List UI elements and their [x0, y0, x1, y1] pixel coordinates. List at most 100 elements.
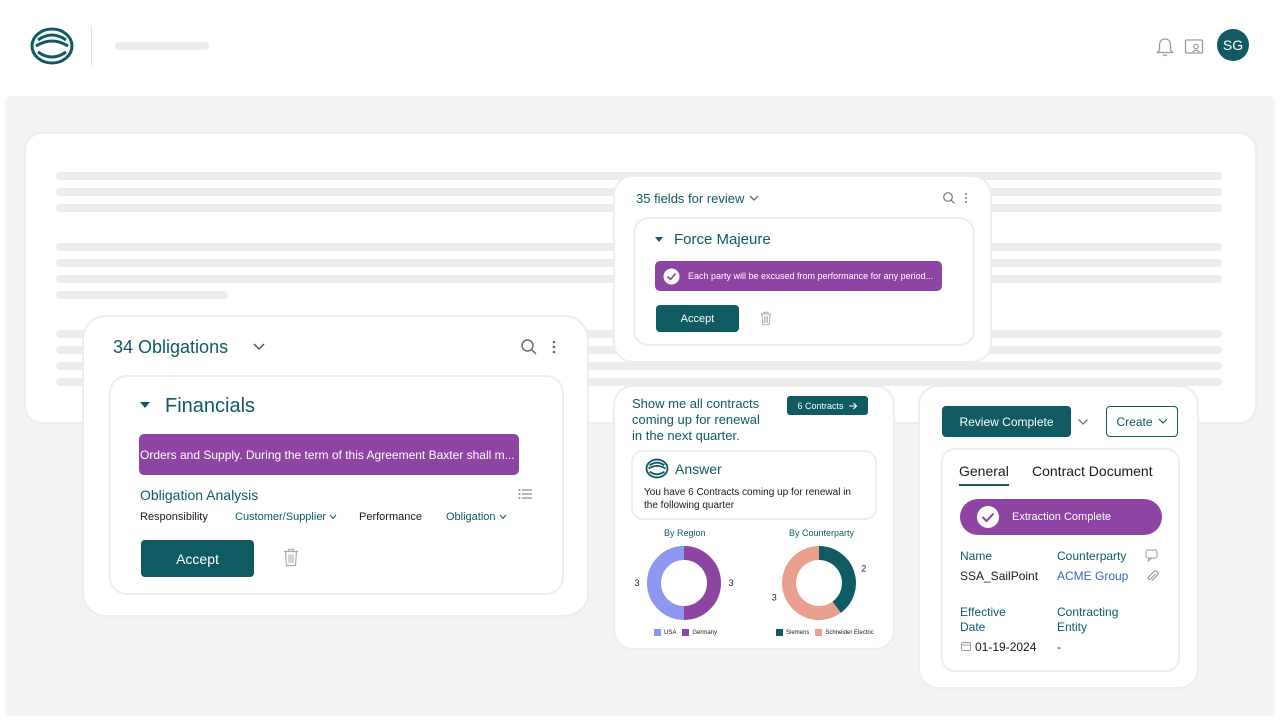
donut-slice-usa	[647, 546, 685, 620]
donut-slice-siemens	[818, 546, 856, 613]
legend-label: Schneider Electric	[825, 629, 874, 636]
trash-icon[interactable]	[760, 311, 772, 326]
accept-button[interactable]: Accept	[141, 540, 254, 577]
more-vertical-icon[interactable]	[551, 339, 557, 355]
calendar-icon[interactable]	[961, 641, 971, 651]
caret-down-icon[interactable]	[139, 401, 151, 409]
force-majeure-section: Force Majeure Each party will be excused…	[633, 217, 975, 346]
review-title: 35 fields for review	[636, 191, 745, 206]
status-text: Extraction Complete	[1012, 511, 1112, 523]
title-placeholder	[115, 42, 209, 50]
chevron-down-icon[interactable]	[749, 195, 759, 202]
answer-text: You have 6 Contracts coming up for renew…	[644, 487, 851, 511]
data-label: 3	[772, 593, 777, 603]
answer-title: Answer	[675, 461, 722, 477]
search-icon[interactable]	[942, 191, 956, 205]
counterparty-link[interactable]: ACME Group	[1057, 569, 1129, 583]
caret-down-icon[interactable]	[654, 236, 664, 243]
data-label: 3	[635, 578, 640, 588]
contracting-entity-value: -	[1057, 640, 1061, 654]
donut-slice-schneider-electric	[782, 546, 841, 620]
responsibility-select[interactable]: Customer/Supplier	[235, 511, 337, 523]
chevron-down-icon[interactable]	[252, 342, 266, 352]
contracting-entity-label: Contracting Entity	[1057, 605, 1119, 634]
legend-label: Germany	[692, 629, 718, 636]
legend-label: USA	[664, 629, 677, 636]
contracts-button[interactable]: 6 Contracts	[787, 396, 868, 415]
effective-date-value: 01-19-2024	[975, 640, 1037, 654]
name-label: Name	[960, 549, 993, 563]
excerpt-text: Orders and Supply. During the term of th…	[140, 447, 515, 462]
check-circle-icon	[663, 268, 680, 284]
accept-label: Accept	[680, 312, 715, 325]
legend-swatch	[654, 629, 661, 636]
performance-value: Obligation	[446, 511, 496, 523]
performance-label: Performance	[359, 511, 422, 523]
obligations-card: 34 Obligations Financials Orders and Sup…	[82, 315, 589, 617]
responsibility-label: Responsibility	[140, 511, 208, 523]
excerpt-bar[interactable]: Orders and Supply. During the term of th…	[139, 434, 519, 475]
effective-date-label: Effective Date	[960, 605, 1006, 634]
arrow-right-icon	[848, 402, 857, 409]
obligations-title: 34 Obligations	[113, 337, 229, 357]
contracts-label: 6 Contracts	[797, 400, 844, 411]
legend-swatch	[815, 629, 823, 636]
chart-title: By Counterparty	[789, 528, 855, 538]
counterparty-label: Counterparty	[1057, 549, 1127, 563]
query-question: Show me all contracts coming up for rene…	[632, 396, 760, 443]
doc-line	[56, 378, 1222, 386]
avatar-initials: SG	[1222, 37, 1244, 53]
legend-swatch	[682, 629, 690, 636]
legend-swatch	[776, 629, 783, 636]
tab-general[interactable]: General	[959, 463, 1009, 479]
excerpt-bar[interactable]: Each party will be excused from performa…	[655, 261, 942, 291]
accept-button[interactable]: Accept	[656, 305, 739, 332]
excerpt-text: Each party will be excused from performa…	[688, 271, 934, 281]
chevron-down-icon	[1158, 418, 1167, 424]
create-button[interactable]: Create	[1106, 406, 1178, 437]
section-title: Force Majeure	[674, 231, 771, 248]
comment-icon[interactable]	[1145, 549, 1160, 562]
header-divider	[91, 26, 92, 66]
tab-indicator	[959, 484, 1009, 486]
answer-panel: Answer You have 6 Contracts coming up fo…	[631, 450, 877, 520]
performance-select[interactable]: Obligation	[446, 511, 507, 523]
legend-label: Siemens	[786, 629, 810, 636]
attachment-icon[interactable]	[1146, 570, 1159, 583]
screen-share-icon[interactable]	[1184, 38, 1204, 56]
logo-icon	[30, 27, 74, 65]
chart-title: By Region	[664, 528, 706, 538]
trash-icon[interactable]	[283, 548, 299, 567]
details-panel: General Contract Document Extraction Com…	[941, 448, 1180, 672]
doc-line	[56, 291, 228, 299]
donut-slice-germany	[683, 546, 721, 620]
details-card: Review Complete Create General Contract …	[918, 385, 1199, 689]
more-vertical-icon[interactable]	[964, 192, 968, 204]
review-complete-label: Review Complete	[959, 414, 1054, 429]
analysis-title: Obligation Analysis	[140, 487, 259, 503]
accept-label: Accept	[176, 550, 219, 567]
review-complete-button[interactable]: Review Complete	[942, 406, 1071, 437]
financials-section: Financials Orders and Supply. During the…	[109, 375, 564, 595]
create-label: Create	[1116, 414, 1153, 429]
doc-line	[56, 362, 1222, 370]
responsibility-value: Customer/Supplier	[235, 511, 327, 523]
logo-icon	[645, 458, 669, 479]
avatar[interactable]: SG	[1217, 29, 1249, 61]
donut-chart-counterparty: 23	[772, 546, 866, 620]
query-card: Show me all contracts coming up for rene…	[613, 385, 895, 650]
chart-legend: Siemens Schneider Electric	[776, 629, 874, 636]
chart-legend: USA Germany	[654, 629, 717, 636]
data-label: 2	[861, 563, 866, 573]
bell-icon[interactable]	[1156, 37, 1174, 57]
data-label: 3	[728, 578, 733, 588]
section-title: Financials	[165, 395, 256, 417]
review-card: 35 fields for review Force Majeure Each …	[613, 175, 992, 363]
search-icon[interactable]	[520, 338, 538, 356]
chevron-down-icon	[329, 514, 337, 520]
tab-contract-document[interactable]: Contract Document	[1032, 463, 1153, 479]
list-icon[interactable]	[518, 488, 532, 500]
chevron-down-icon[interactable]	[1077, 418, 1089, 426]
check-circle-icon	[977, 506, 999, 528]
